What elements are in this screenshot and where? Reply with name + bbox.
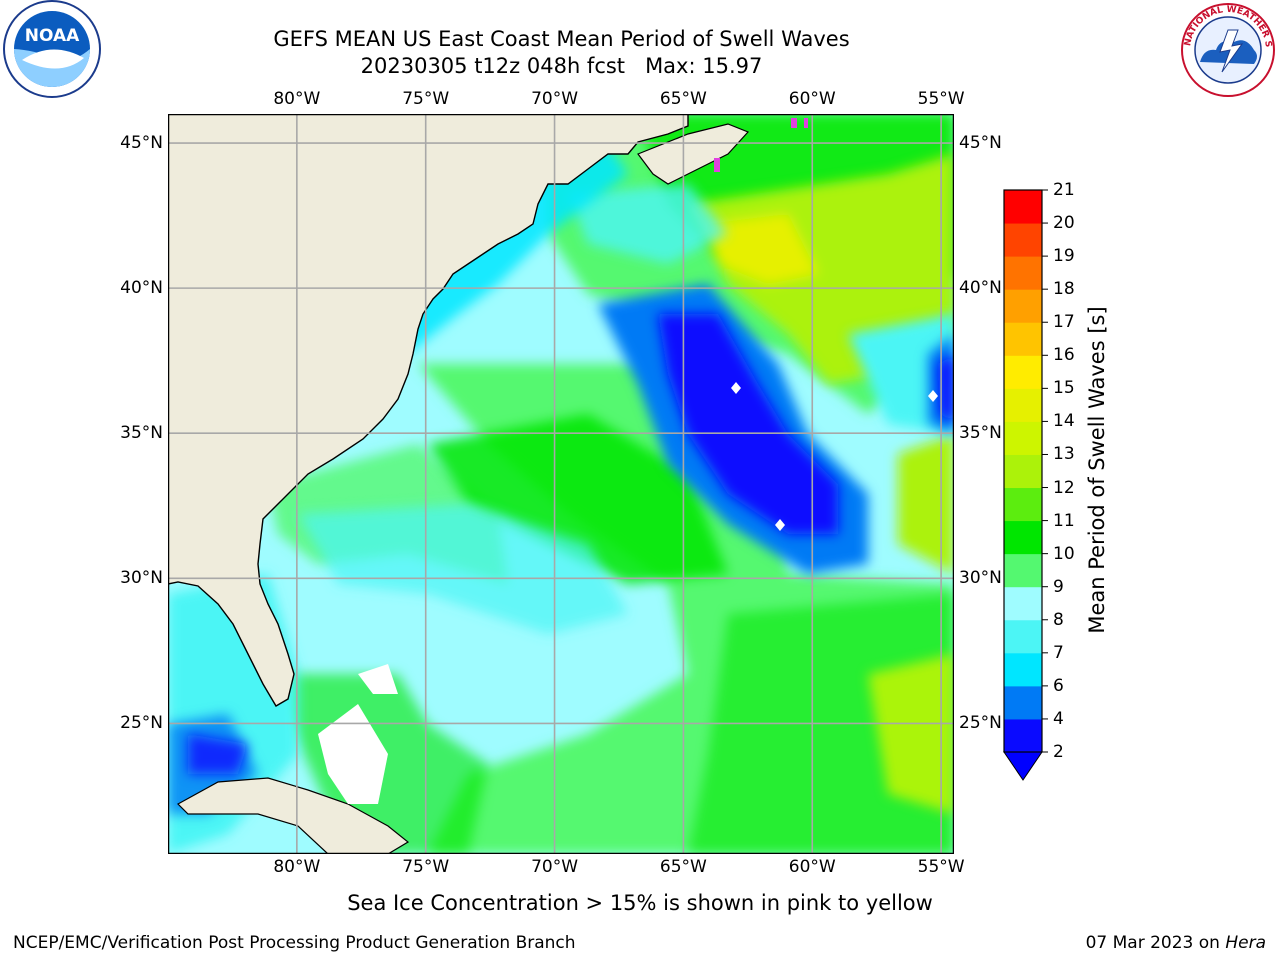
graticule — [168, 114, 954, 854]
chart-subtitle: 20230305 t12z 048h fcst Max: 15.97 — [360, 54, 763, 78]
colorbar-segment — [1004, 487, 1042, 522]
colorbar-tick-label: 18 — [1053, 279, 1075, 300]
lon-label-top: 75°W — [402, 89, 450, 109]
colorbar-tick-label: 20 — [1053, 213, 1075, 234]
colorbar-tick-label: 21 — [1053, 180, 1075, 200]
lat-label-right: 35°N — [959, 423, 1002, 444]
lat-label-left: 25°N — [120, 713, 163, 734]
sea-ice-marker — [714, 158, 720, 172]
colorbar-segment — [1004, 256, 1042, 290]
lightning-icon — [1219, 29, 1244, 73]
colorbar-segment — [1004, 190, 1042, 224]
nws-logo: NATIONAL WEATHER SERVICE — [1176, 0, 1275, 97]
gull-icon — [22, 49, 84, 69]
cloud-icon — [1200, 40, 1257, 64]
cuba-land — [177, 777, 410, 854]
footer-date: 07 Mar 2023 on Hera — [1086, 933, 1266, 953]
colorbar-tick-label: 2 — [1053, 742, 1064, 762]
chart-title: GEFS MEAN US East Coast Mean Period of S… — [273, 27, 850, 51]
colorbar-segment — [1004, 223, 1042, 257]
colorbar-segment — [1004, 454, 1042, 489]
colorbar-segment — [1004, 685, 1042, 720]
colorbar-tick-label: 17 — [1053, 312, 1075, 333]
noaa-logo: NOAA — [3, 0, 101, 98]
coastal-band — [398, 144, 628, 354]
colorbar-tick-label: 6 — [1053, 675, 1064, 696]
colorbar-tick-label: 9 — [1053, 576, 1064, 597]
footer-host: Hera — [1225, 933, 1266, 953]
colorbar-segment — [1004, 421, 1042, 455]
colorbar-tick-label: 8 — [1053, 609, 1064, 630]
lat-label-right: 45°N — [959, 133, 1002, 154]
sea-ice-note: Sea Ice Concentration > 15% is shown in … — [347, 891, 933, 915]
colorbar-tick-label: 11 — [1053, 510, 1075, 531]
lat-label-left: 30°N — [120, 568, 163, 589]
colorbar-segment — [1004, 322, 1042, 356]
footer-credit: NCEP/EMC/Verification Post Processing Pr… — [13, 933, 576, 953]
colorbar-label: Mean Period of Swell Waves [s] — [1085, 306, 1109, 634]
map-frame — [168, 114, 954, 854]
colorbar-tick-label: 15 — [1053, 378, 1075, 399]
colorbar-tick-label: 10 — [1053, 543, 1075, 564]
lat-label-right: 40°N — [959, 278, 1002, 299]
colorbar-tick-label: 4 — [1053, 708, 1064, 729]
swell-period-map — [168, 114, 954, 854]
colorbar-tick-label: 14 — [1053, 411, 1075, 432]
lon-label-top: 55°W — [917, 89, 965, 109]
swell-band-2s — [188, 314, 954, 774]
bahamas-shoals — [318, 704, 388, 804]
colorbar-segment — [1004, 619, 1042, 654]
colorbar-extend-min — [1003, 751, 1043, 781]
nova-scotia-land — [637, 123, 750, 185]
lon-label-bottom: 70°W — [531, 857, 579, 877]
colorbar-tick-label: 7 — [1053, 642, 1064, 663]
colorbar-segment — [1004, 718, 1042, 753]
colorbar-segment — [1004, 553, 1042, 588]
lon-label-top: 60°W — [788, 89, 836, 109]
lat-label-left: 35°N — [120, 423, 163, 444]
lon-label-bottom: 65°W — [659, 857, 707, 877]
lat-label-right: 30°N — [959, 568, 1002, 589]
lon-label-top: 80°W — [273, 89, 321, 109]
colorbar-tick-label: 16 — [1053, 345, 1075, 366]
colorbar-segment — [1004, 289, 1042, 323]
noaa-logo-text: NOAA — [25, 26, 80, 46]
colorbar-tick-label: 12 — [1053, 477, 1075, 498]
colorbar-segment — [1004, 520, 1042, 555]
lon-label-bottom: 75°W — [402, 857, 450, 877]
lon-label-top: 70°W — [531, 89, 579, 109]
colorbar-segment — [1004, 652, 1042, 687]
north-america-land — [168, 114, 689, 707]
colorbar-segment — [1004, 388, 1042, 422]
colorbar-tick-label: 13 — [1053, 444, 1075, 465]
colorbar-segment — [1004, 355, 1042, 389]
lon-label-top: 65°W — [659, 89, 707, 109]
colorbar — [1003, 189, 1048, 781]
lon-label-bottom: 60°W — [788, 857, 836, 877]
footer-date-text: 07 Mar 2023 on — [1085, 933, 1226, 953]
colorbar-tick-label: 19 — [1053, 246, 1075, 267]
missing-value-marker — [731, 382, 741, 394]
colorbar-segment — [1004, 586, 1042, 621]
lat-label-right: 25°N — [959, 713, 1002, 734]
swell-band-13s — [688, 154, 954, 814]
lon-label-bottom: 55°W — [917, 857, 965, 877]
lat-label-left: 45°N — [120, 133, 163, 154]
lon-label-bottom: 80°W — [273, 857, 321, 877]
colorbar-frame — [1003, 189, 1043, 753]
lat-label-left: 40°N — [120, 278, 163, 299]
